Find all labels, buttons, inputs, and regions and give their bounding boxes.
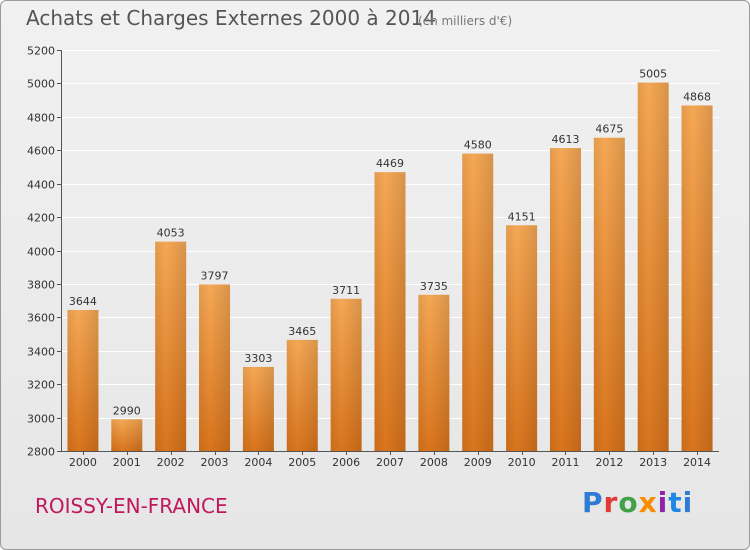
bar-shade <box>67 309 99 451</box>
bar-shade <box>593 137 625 451</box>
data-label: 3797 <box>201 269 229 282</box>
y-tick-label: 5000 <box>27 78 55 91</box>
data-label: 4053 <box>157 227 185 240</box>
x-tick-label: 2002 <box>157 456 185 469</box>
y-tick-label: 4600 <box>27 145 55 158</box>
bar-shade <box>681 105 713 451</box>
x-tick-label: 2011 <box>551 456 579 469</box>
label-layer: 3644 2990 4053 3797 3303 3465 3711 4469 3735 4580… <box>69 68 711 418</box>
bar-shade <box>330 298 362 451</box>
x-tick-label: 2005 <box>288 456 316 469</box>
y-tick-label: 3600 <box>27 312 55 325</box>
y-tick-label: 4000 <box>27 246 55 259</box>
logo-letter: i <box>657 486 669 519</box>
logo-letter: P <box>582 486 604 519</box>
chart-subtitle: (en milliers d'€) <box>418 14 513 28</box>
x-tick-label: 2000 <box>69 456 97 469</box>
data-label: 3303 <box>244 352 272 365</box>
bar-shade <box>199 284 231 451</box>
y-tick-label: 3200 <box>27 379 55 392</box>
data-label: 3735 <box>420 280 448 293</box>
bar-shade <box>286 339 318 451</box>
logo-letter: o <box>618 486 639 519</box>
data-label: 4580 <box>464 139 492 152</box>
x-tick-label: 2006 <box>332 456 360 469</box>
logo-letter: r <box>603 486 619 519</box>
bar-layer <box>67 82 713 452</box>
bar-shade <box>155 241 187 451</box>
axis-layer: 2800 3000 3200 3400 3600 3800 4000 4200 4400 4600… <box>27 45 719 469</box>
logo-letter: t <box>668 486 683 519</box>
bar-shade <box>374 172 406 451</box>
data-label: 3711 <box>332 284 360 297</box>
data-label: 4868 <box>683 90 711 103</box>
data-label: 2990 <box>113 404 141 417</box>
x-tick-label: 2003 <box>201 456 229 469</box>
logo-letter: i <box>682 486 694 519</box>
bar-shade <box>549 148 581 451</box>
data-label: 4469 <box>376 157 404 170</box>
data-label: 4613 <box>551 133 579 146</box>
bar-shade <box>637 82 669 452</box>
y-tick-label: 3400 <box>27 346 55 359</box>
data-label: 4675 <box>595 123 623 136</box>
bar-shade <box>242 366 274 451</box>
city-name: ROISSY-EN-FRANCE <box>35 494 228 518</box>
x-tick-label: 2007 <box>376 456 404 469</box>
proxiti-logo: Proxiti <box>582 486 693 519</box>
x-tick-label: 2010 <box>508 456 536 469</box>
bar-shade <box>418 294 450 451</box>
y-tick-label: 4200 <box>27 212 55 225</box>
y-tick-label: 4400 <box>27 179 55 192</box>
x-tick-label: 2013 <box>639 456 667 469</box>
x-tick-label: 2008 <box>420 456 448 469</box>
x-tick-label: 2014 <box>683 456 711 469</box>
bar-shade <box>506 225 538 451</box>
x-tick-label: 2001 <box>113 456 141 469</box>
y-tick-label: 5200 <box>27 45 55 58</box>
data-label: 3465 <box>288 325 316 338</box>
data-label: 3644 <box>69 295 97 308</box>
y-tick-label: 3000 <box>27 413 55 426</box>
y-tick-label: 2800 <box>27 446 55 459</box>
logo-letter: x <box>638 486 658 519</box>
x-tick-label: 2012 <box>595 456 623 469</box>
bar-shade <box>462 153 494 451</box>
data-label: 4151 <box>508 210 536 223</box>
y-tick-label: 3800 <box>27 279 55 292</box>
chart-title: Achats et Charges Externes 2000 à 2014 <box>26 6 436 30</box>
data-label: 5005 <box>639 68 667 81</box>
x-tick-label: 2009 <box>464 456 492 469</box>
x-tick-label: 2004 <box>244 456 272 469</box>
bar-shade <box>111 419 143 451</box>
y-tick-label: 4800 <box>27 112 55 125</box>
